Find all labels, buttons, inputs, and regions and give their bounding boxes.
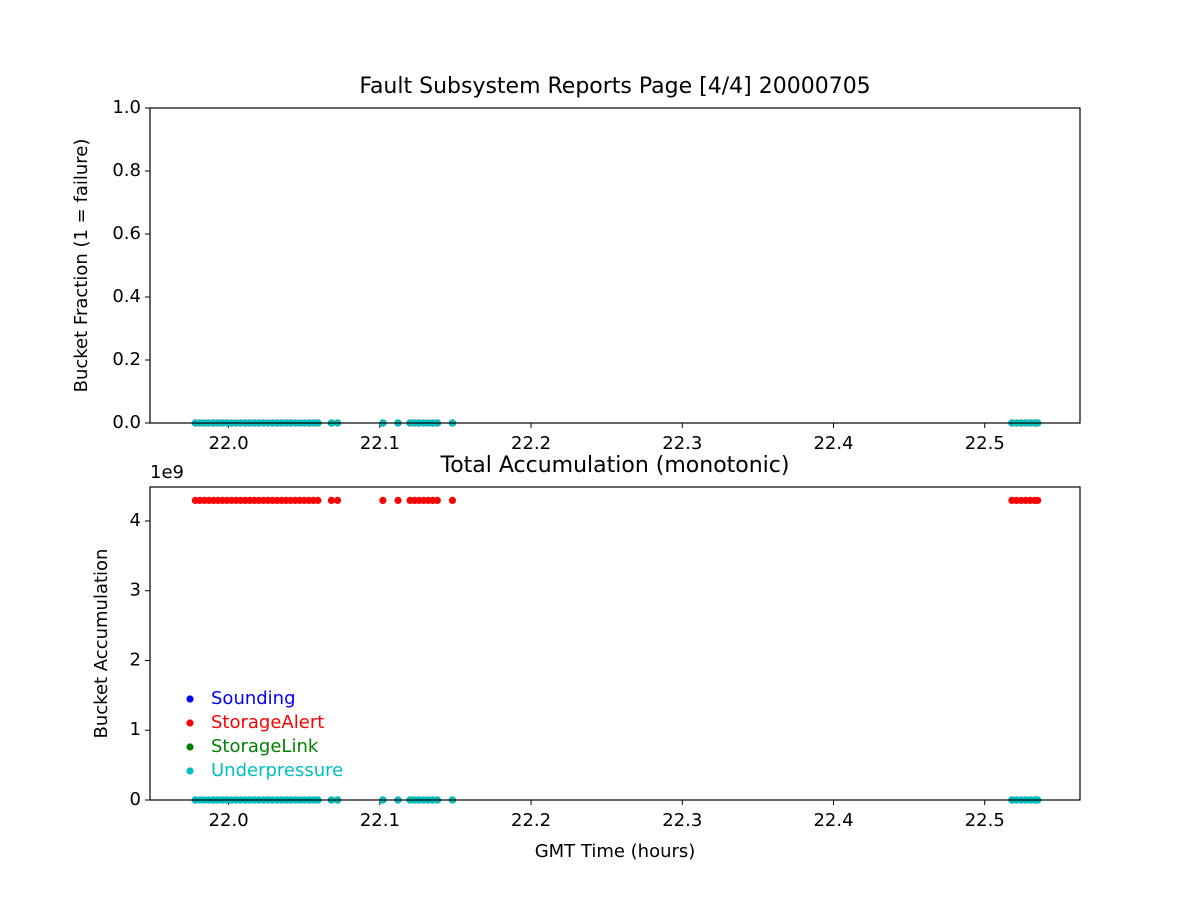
x-tick-label: 22.4: [813, 810, 853, 831]
y-tick-label: 0.0: [112, 412, 141, 433]
x-tick-label: 22.3: [662, 810, 702, 831]
x-tick-label: 22.3: [662, 433, 702, 454]
point: [1034, 496, 1042, 504]
y-tick-label: 2: [130, 649, 141, 670]
y-tick-label: 0: [130, 789, 141, 810]
y-tick-label: 1: [130, 719, 141, 740]
point: [448, 496, 457, 504]
legend-marker: [186, 743, 194, 751]
legend-marker: [186, 719, 194, 727]
legend-label: Underpressure: [211, 760, 343, 781]
axes-frame: [149, 107, 1081, 424]
y-offset-label: 1e9: [150, 462, 184, 483]
point: [379, 496, 387, 504]
x-tick-label: 22.1: [360, 433, 400, 454]
y-tick-label: 4: [130, 510, 141, 531]
axes-frame: [149, 486, 1081, 801]
x-tick-label: 22.2: [511, 810, 551, 831]
x-tick-label: 22.4: [813, 433, 853, 454]
chart-title: Fault Subsystem Reports Page [4/4] 20000…: [359, 74, 870, 99]
y-tick-label: 1.0: [112, 97, 141, 118]
point: [433, 496, 441, 504]
y-tick-label: 3: [130, 580, 141, 601]
legend-label: StorageLink: [211, 736, 319, 757]
legend-marker: [186, 695, 194, 703]
x-tick-label: 22.5: [965, 433, 1005, 454]
x-tick-label: 22.0: [209, 810, 249, 831]
point: [333, 496, 342, 504]
x-tick-label: 22.5: [965, 810, 1005, 831]
chart-title: Total Accumulation (monotonic): [440, 453, 790, 478]
point: [394, 496, 402, 504]
y-axis-label: Bucket Fraction (1 = failure): [71, 139, 92, 393]
x-tick-label: 22.0: [209, 433, 249, 454]
x-tick-label: 22.1: [360, 810, 400, 831]
y-tick-label: 0.8: [112, 160, 141, 181]
point: [327, 496, 336, 504]
y-tick-label: 0.2: [112, 349, 141, 370]
y-tick-label: 0.6: [112, 223, 141, 244]
point: [314, 496, 322, 504]
x-axis-label: GMT Time (hours): [535, 841, 696, 862]
y-tick-label: 0.4: [112, 286, 141, 307]
legend-marker: [186, 767, 194, 775]
x-tick-label: 22.2: [511, 433, 551, 454]
y-axis-label: Bucket Accumulation: [91, 549, 112, 739]
legend-label: StorageAlert: [211, 712, 324, 733]
legend-label: Sounding: [211, 688, 296, 709]
